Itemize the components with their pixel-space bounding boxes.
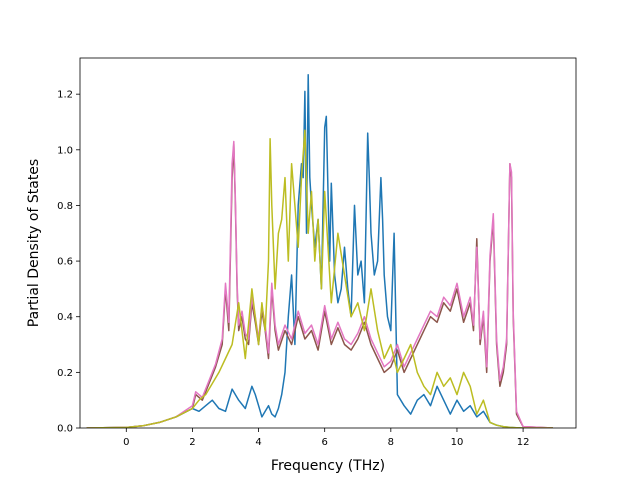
x-tick-label: 12 <box>517 437 530 448</box>
x-tick-label: 2 <box>189 437 195 448</box>
series-line-3 <box>86 129 553 428</box>
y-axis-label: Partial Density of States <box>26 159 42 327</box>
series-line-2 <box>86 140 553 428</box>
plot-frame <box>79 57 577 429</box>
x-tick-label: 8 <box>388 437 394 448</box>
y-tick-label: 0.2 <box>57 368 73 379</box>
y-tick-label: 0.0 <box>57 424 73 435</box>
series-layer <box>86 73 553 428</box>
x-axis-ticks: 0 2 4 6 8 10 12 <box>123 428 529 448</box>
y-tick-label: 0.4 <box>57 312 73 323</box>
y-tick-label: 1.2 <box>57 90 73 101</box>
x-tick-label: 0 <box>123 437 129 448</box>
x-tick-label: 10 <box>451 437 464 448</box>
x-tick-label: 6 <box>322 437 328 448</box>
y-tick-label: 0.6 <box>57 257 73 268</box>
y-axis-ticks: 0.0 0.2 0.4 0.6 0.8 1.0 1.2 <box>57 90 80 435</box>
y-tick-label: 1.0 <box>57 145 73 156</box>
series-line-0 <box>86 73 553 428</box>
x-tick-label: 4 <box>255 437 261 448</box>
y-tick-label: 0.8 <box>57 201 73 212</box>
x-axis-label: Frequency (THz) <box>271 458 385 474</box>
